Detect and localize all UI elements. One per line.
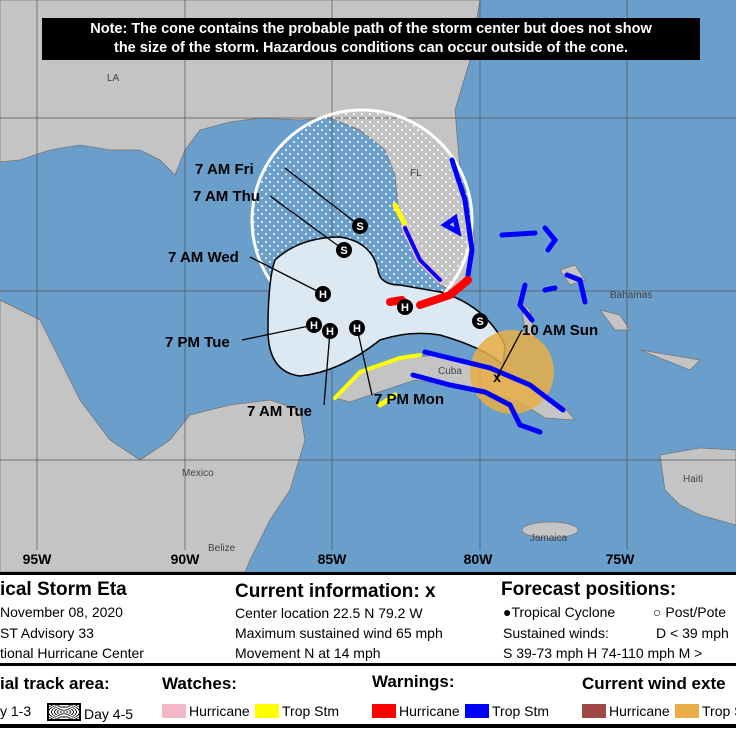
sustained-winds: Sustained winds: xyxy=(503,625,609,641)
open-circle-icon: ○ xyxy=(653,604,662,620)
longitude-labels: 95W 90W 85W 80W 75W xyxy=(23,551,636,567)
time-labels: 7 AM Fri 7 AM Thu 7 AM Wed 7 PM Tue 7 AM… xyxy=(165,161,598,420)
svg-text:FL: FL xyxy=(410,168,422,179)
svg-text:85W: 85W xyxy=(318,551,348,567)
label-7am-tue: 7 AM Tue xyxy=(247,403,312,420)
point-7am-fri: S xyxy=(352,218,368,234)
label-10am-sun: 10 AM Sun xyxy=(522,322,598,339)
svg-text:80W: 80W xyxy=(464,551,494,567)
point-s: S xyxy=(472,313,488,329)
point-7pm-tue: H xyxy=(306,317,322,333)
issuer: tional Hurricane Center xyxy=(0,645,144,661)
svg-text:H: H xyxy=(353,323,361,335)
svg-text:Mexico: Mexico xyxy=(182,468,214,479)
svg-text:LA: LA xyxy=(107,73,120,84)
watch-hurricane: Hurricane xyxy=(162,703,250,719)
wind-extent-title: Current wind exte xyxy=(582,674,726,693)
land xyxy=(0,0,736,572)
advisory-number: ST Advisory 33 xyxy=(0,625,94,641)
point-7pm-mon: H xyxy=(349,320,365,336)
legend-panel: ial track area: y 1-3 Day 4-5 Watches: H… xyxy=(0,663,736,728)
label-7am-thu: 7 AM Thu xyxy=(193,188,260,205)
day13-label: y 1-3 xyxy=(0,703,32,719)
warnings-title: Warnings: xyxy=(372,672,455,691)
svg-text:S: S xyxy=(340,245,347,257)
svg-text:S: S xyxy=(476,316,483,328)
point-7am-wed: H xyxy=(315,286,331,302)
svg-text:Belize: Belize xyxy=(208,543,236,554)
label-leaders xyxy=(241,167,523,406)
day45-legend: Day 4-5 xyxy=(47,703,133,722)
place-labels: LA FL Bahamas Cuba Mexico Belize Haiti J… xyxy=(107,73,703,554)
advisory-date: November 08, 2020 xyxy=(0,604,123,620)
forecast-points: S S H H H H H S xyxy=(306,218,488,339)
current-position-marker: x xyxy=(493,369,501,385)
svg-text:H: H xyxy=(310,320,318,332)
center-location: Center location 22.5 N 79.2 W xyxy=(235,605,423,621)
warnings-watches xyxy=(333,157,588,435)
point-7am-thu: S xyxy=(336,242,352,258)
label-7pm-mon: 7 PM Mon xyxy=(374,391,444,408)
svg-text:H: H xyxy=(401,302,409,314)
info-panel: ical Storm Eta November 08, 2020 ST Advi… xyxy=(0,572,736,663)
label-7pm-tue: 7 PM Tue xyxy=(165,334,230,351)
svg-text:H: H xyxy=(319,289,327,301)
hispaniola xyxy=(659,447,736,526)
point-7am-tue: H xyxy=(322,323,338,339)
tc-legend: ●Tropical Cyclone xyxy=(503,604,616,620)
svg-text:S: S xyxy=(356,221,363,233)
label-7am-wed: 7 AM Wed xyxy=(168,249,239,266)
svg-text:Jamaica: Jamaica xyxy=(530,533,568,544)
watches-title: Watches: xyxy=(162,674,237,693)
forecast-title: Forecast positions: xyxy=(501,579,677,600)
movement: Movement N at 14 mph xyxy=(235,645,381,661)
watch-trop-storm: Trop Stm xyxy=(255,703,339,719)
current-info-title: Current information: x xyxy=(235,581,436,602)
storm-title: ical Storm Eta xyxy=(0,579,127,600)
cone-disclaimer: Note: The cone contains the probable pat… xyxy=(42,18,700,60)
filled-circle-icon: ● xyxy=(503,604,512,620)
warn-hurricane: Hurricane xyxy=(372,703,460,719)
max-wind: Maximum sustained wind 65 mph xyxy=(235,625,443,641)
wind-trop-storm: Trop S xyxy=(675,703,736,719)
track-area-title: ial track area: xyxy=(0,674,110,693)
label-7am-fri: 7 AM Fri xyxy=(195,161,254,178)
storm-map: S S H H H H H S 7 AM Fri 7 AM Thu 7 AM W… xyxy=(0,0,736,572)
wind-categories: S 39-73 mph H 74-110 mph M > xyxy=(503,645,703,661)
svg-text:95W: 95W xyxy=(23,551,53,567)
svg-text:Haiti: Haiti xyxy=(683,474,703,485)
mexico xyxy=(0,299,306,572)
svg-text:Cuba: Cuba xyxy=(438,366,462,377)
wind-hurricane: Hurricane xyxy=(582,703,670,719)
warn-trop-storm: Trop Stm xyxy=(465,703,549,719)
d-category: D < 39 mph xyxy=(656,625,729,641)
svg-text:Bahamas: Bahamas xyxy=(610,290,652,301)
svg-text:90W: 90W xyxy=(171,551,201,567)
post-legend: ○ Post/Pote xyxy=(653,604,727,620)
svg-text:75W: 75W xyxy=(606,551,636,567)
day45-swatch xyxy=(47,703,81,721)
trop-storm-wind-field xyxy=(470,330,554,414)
point-h: H xyxy=(397,299,413,315)
jamaica xyxy=(521,521,579,539)
svg-text:H: H xyxy=(326,326,334,338)
